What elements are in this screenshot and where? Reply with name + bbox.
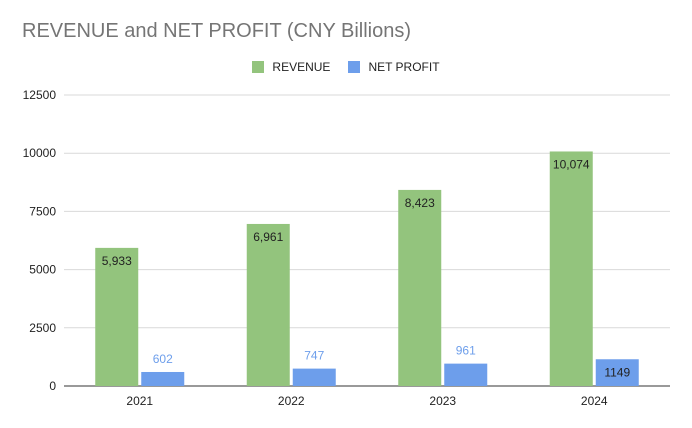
- y-tick-label: 5000: [29, 263, 56, 277]
- x-tick-label: 2023: [429, 394, 456, 408]
- net-profit-bar: [141, 371, 185, 386]
- x-tick-label: 2021: [126, 394, 153, 408]
- net-profit-bar: [595, 359, 639, 386]
- legend-swatch-net-profit: [348, 61, 361, 73]
- x-tick-label: 2022: [278, 394, 305, 408]
- y-tick-label: 10000: [23, 146, 57, 160]
- x-tick-label: 2024: [581, 394, 608, 408]
- net-profit-data-label: 747: [304, 349, 324, 363]
- revenue-data-label: 6,961: [253, 230, 283, 244]
- y-tick-label: 7500: [29, 204, 56, 218]
- legend: REVENUE NET PROFIT: [0, 60, 692, 74]
- net-profit-data-label: 1149: [604, 365, 630, 379]
- y-tick-label: 2500: [29, 321, 56, 335]
- revenue-bar: [549, 151, 593, 386]
- chart-title: REVENUE and NET PROFIT (CNY Billions): [22, 20, 411, 42]
- net-profit-bar: [292, 368, 336, 386]
- net-profit-data-label: 961: [456, 344, 476, 358]
- legend-label-revenue: REVENUE: [272, 60, 331, 74]
- revenue-bar: [398, 189, 442, 386]
- revenue-bar: [246, 223, 290, 386]
- revenue-bar: [95, 247, 139, 386]
- y-tick-label: 12500: [23, 88, 57, 102]
- legend-item-revenue: REVENUE: [252, 60, 330, 74]
- revenue-data-label: 8,423: [405, 196, 435, 210]
- legend-item-net-profit: NET PROFIT: [348, 60, 440, 74]
- net-profit-bar: [444, 363, 488, 386]
- legend-swatch-revenue: [252, 61, 265, 73]
- legend-label-net-profit: NET PROFIT: [368, 60, 440, 74]
- revenue-data-label: 5,933: [102, 254, 132, 268]
- y-tick-label: 0: [49, 379, 56, 393]
- revenue-data-label: 10,074: [553, 157, 590, 171]
- net-profit-data-label: 602: [153, 352, 173, 366]
